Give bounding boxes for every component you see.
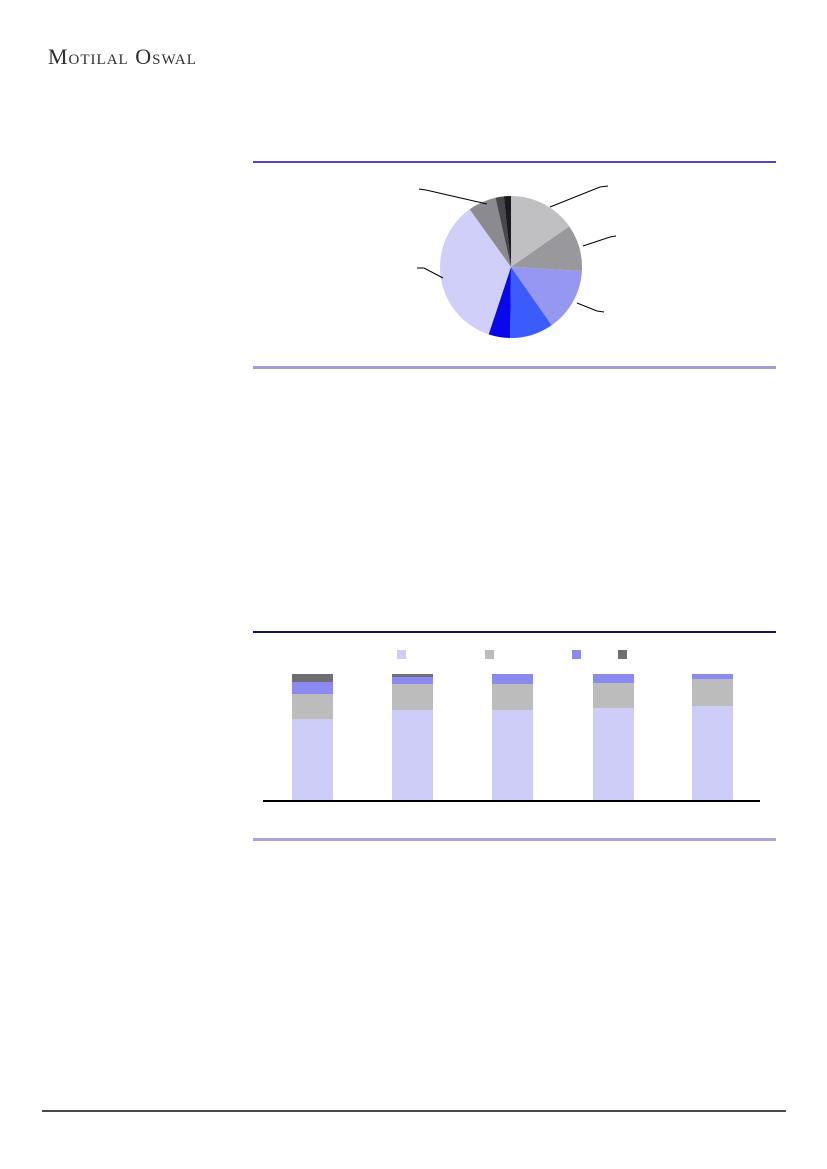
pie-slices [439, 196, 583, 338]
bar-segment-periwinkle [692, 673, 733, 680]
bar-segment-periwinkle [392, 677, 433, 685]
bar-segment-periwinkle [593, 673, 634, 683]
gray2-slice [469, 197, 511, 267]
bar-chart-baseline [263, 800, 760, 802]
charcoal-slice [495, 196, 511, 267]
silver-slice [511, 196, 570, 267]
periwinkle-slice [511, 267, 582, 326]
bar-segment-periwinkle [492, 673, 533, 684]
bar-segment-gray [593, 682, 634, 708]
stacked-bar [593, 673, 634, 800]
stacked-bar [492, 673, 533, 800]
bar-segment-gray [392, 684, 433, 711]
divider-top [253, 161, 776, 163]
royal-blue-slice [510, 267, 552, 338]
bar-segment-periwinkle [292, 681, 333, 694]
footer-rule [42, 1110, 786, 1112]
bar-segment-lavender [292, 718, 333, 800]
legend-swatch-lavender [397, 650, 406, 659]
lavender-slice [439, 209, 511, 335]
brand-logo: Motilal Oswal [48, 44, 197, 69]
divider-below-bars [253, 838, 776, 841]
bar-segment-lavender [692, 706, 733, 800]
bar-segment-gray [292, 693, 333, 719]
stacked-bar [692, 673, 733, 800]
bar-segment-lavender [392, 710, 433, 800]
pie-callout-line [417, 267, 444, 279]
gray-slice [511, 226, 583, 272]
legend-swatch-dark-gray [618, 650, 627, 659]
bar-segment-lavender [492, 710, 533, 800]
pie-callout-line [549, 185, 609, 208]
stacked-bar [292, 673, 333, 800]
pie-chart [417, 185, 617, 338]
blue-slice [488, 267, 511, 338]
divider-above-bars [253, 631, 776, 633]
pie-callout-line [418, 188, 488, 205]
bar-segment-dark-gray [292, 673, 333, 682]
legend-swatch-gray [485, 650, 494, 659]
stacked-bar [392, 673, 433, 800]
bar-segment-gray [692, 679, 733, 707]
legend-swatch-periwinkle [572, 650, 581, 659]
pie-callout-line [576, 302, 605, 313]
pie-callout-line [582, 235, 617, 247]
bar-segment-gray [492, 683, 533, 711]
bar-segment-dark-gray [392, 673, 433, 678]
divider-below-pie [253, 366, 776, 369]
black-slice [503, 196, 511, 267]
bar-segment-lavender [593, 707, 634, 800]
